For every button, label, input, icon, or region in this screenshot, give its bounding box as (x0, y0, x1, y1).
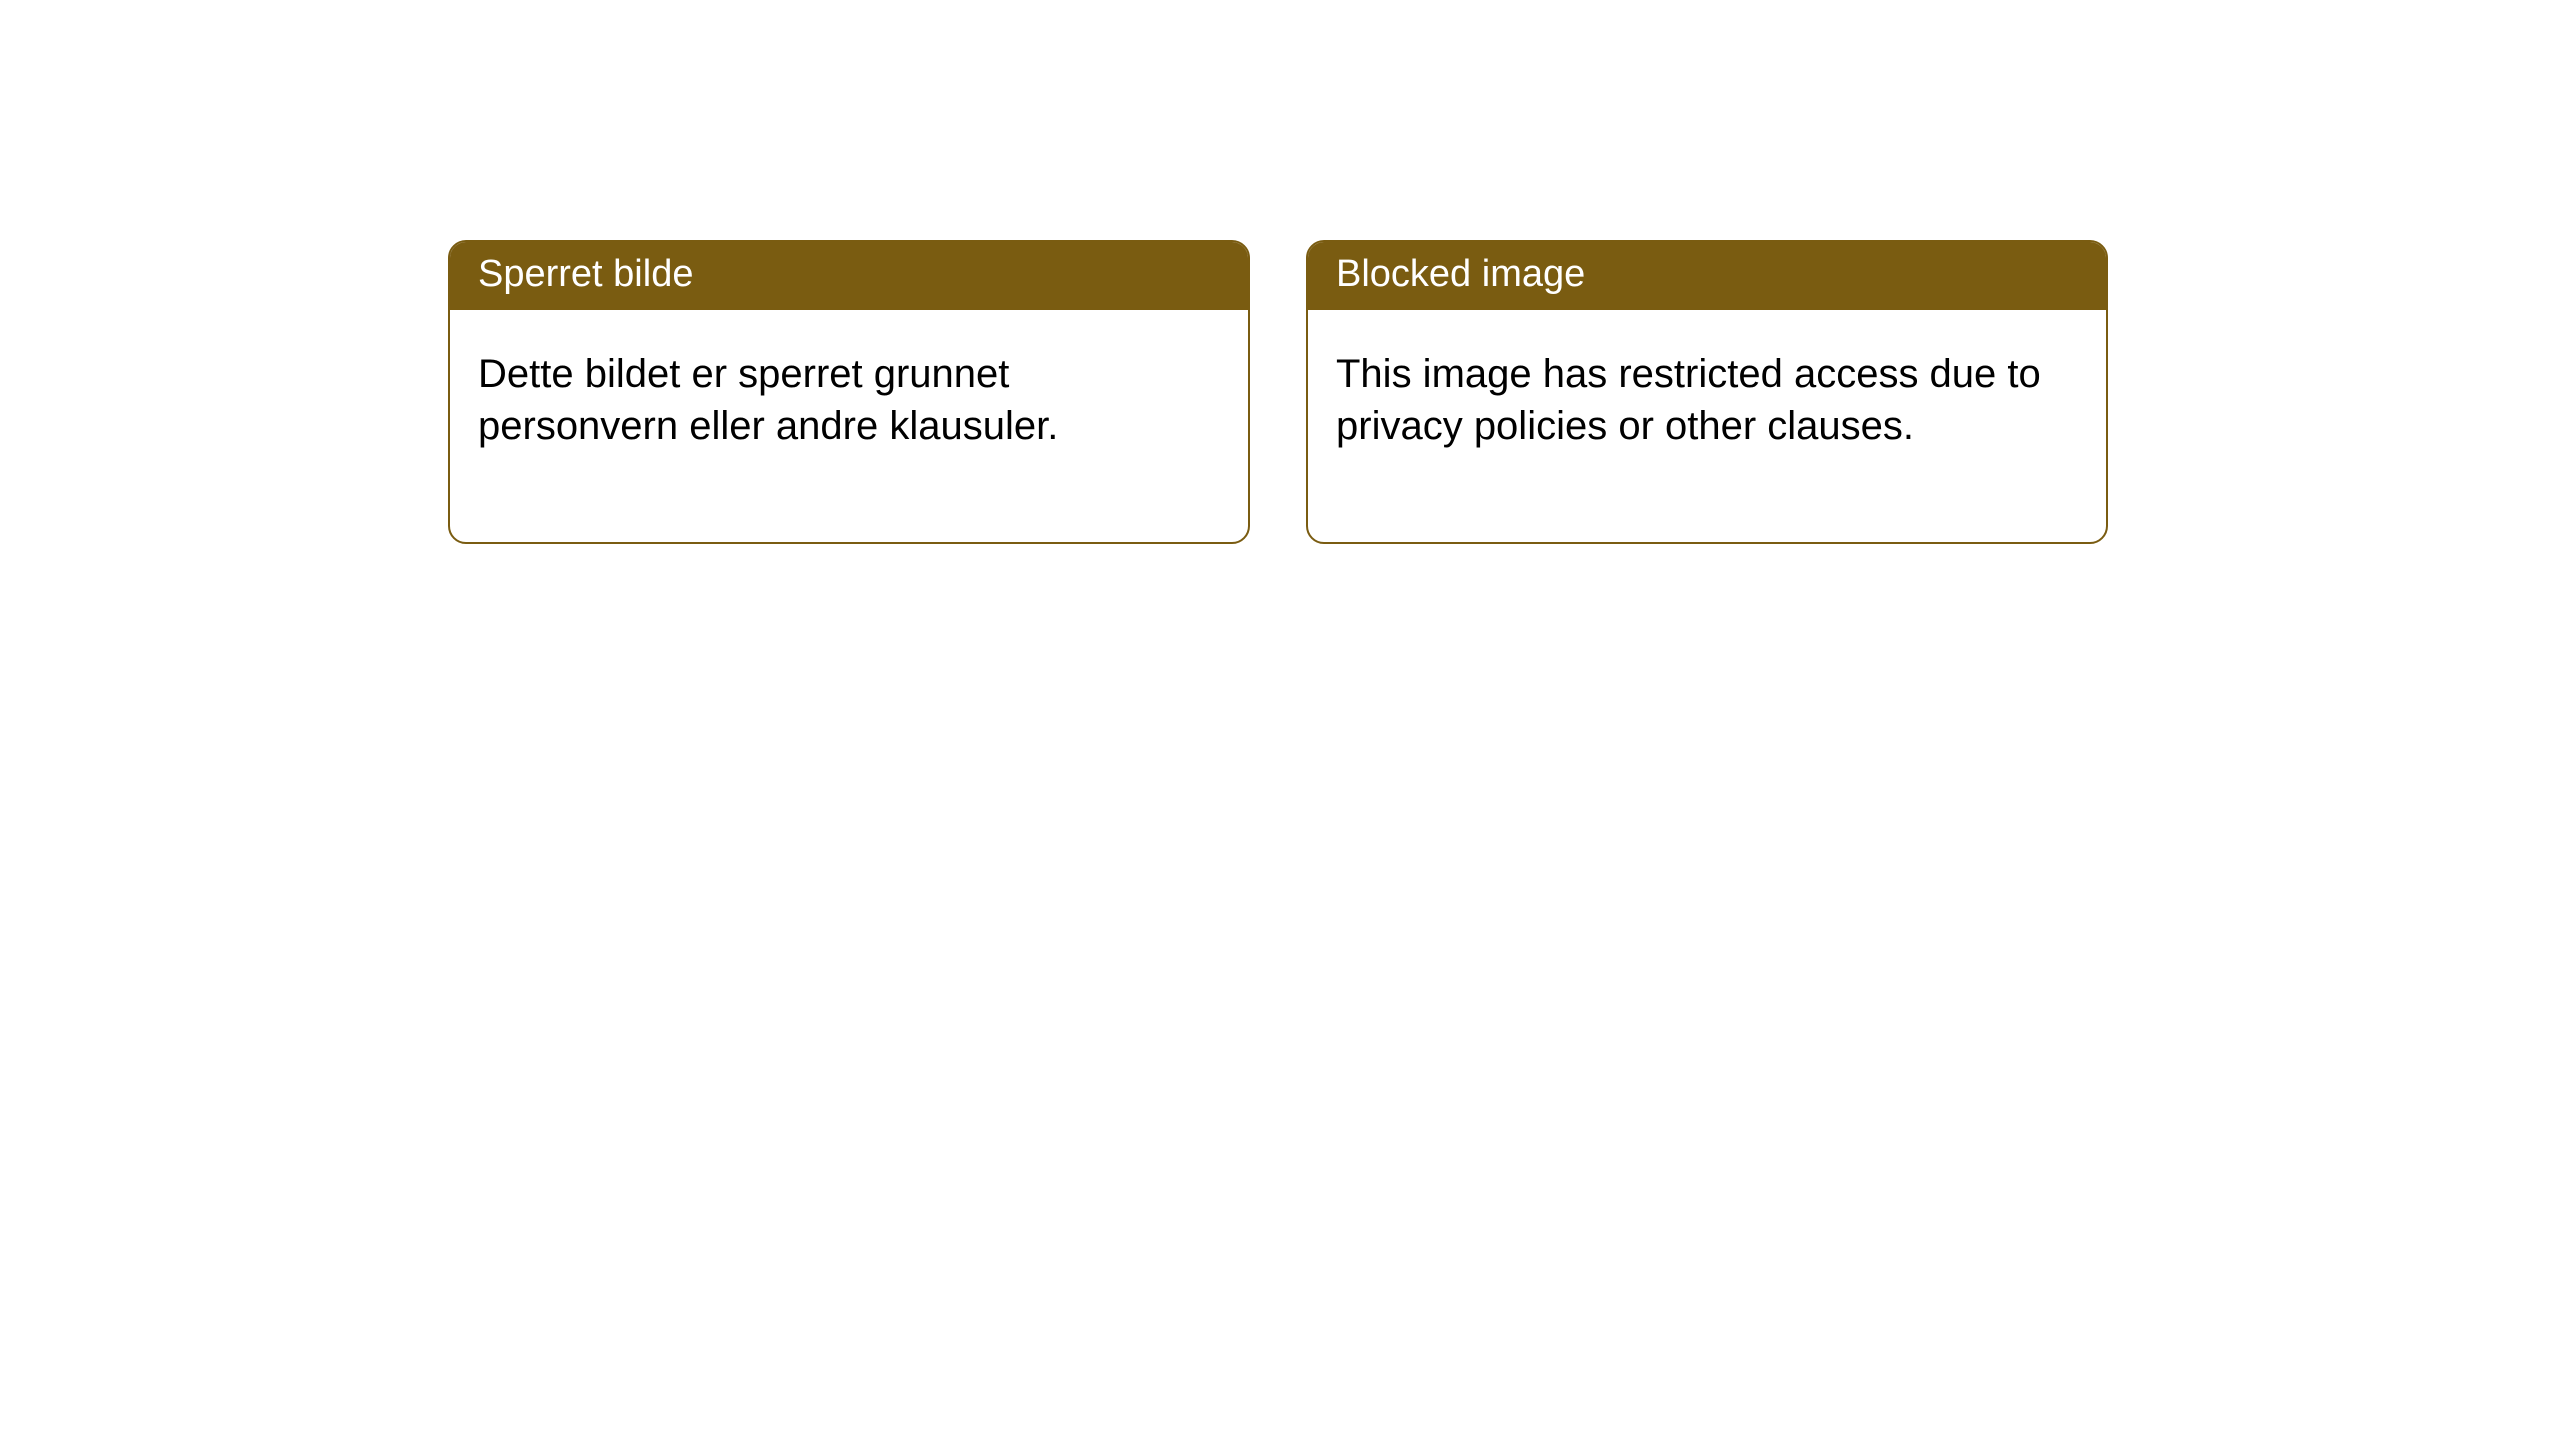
notice-body: This image has restricted access due to … (1308, 310, 2106, 542)
notice-card-norwegian: Sperret bilde Dette bildet er sperret gr… (448, 240, 1250, 544)
notice-title: Sperret bilde (450, 242, 1248, 310)
notice-card-english: Blocked image This image has restricted … (1306, 240, 2108, 544)
notice-body: Dette bildet er sperret grunnet personve… (450, 310, 1248, 542)
notice-container: Sperret bilde Dette bildet er sperret gr… (0, 0, 2560, 544)
notice-title: Blocked image (1308, 242, 2106, 310)
